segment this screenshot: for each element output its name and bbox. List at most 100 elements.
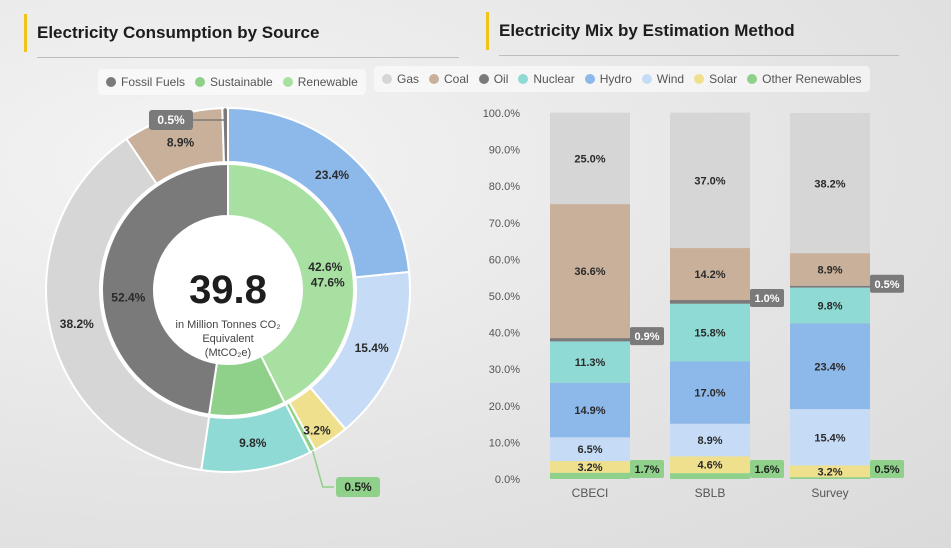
left-legend-label: Sustainable — [210, 75, 273, 89]
right-legend-swatch — [382, 74, 392, 84]
right-legend-swatch — [747, 74, 758, 84]
bar-segment-survey-nuclear — [790, 287, 870, 324]
center-value: 39.8 — [189, 268, 267, 312]
bar-segment-cbeci-nuclear — [550, 341, 630, 383]
bar-label-survey-hydro: 23.4% — [814, 361, 845, 373]
outer-label-other-renewables-badge — [336, 477, 380, 497]
donut-center — [155, 217, 301, 363]
bar-label-survey-oil: 0.5% — [874, 279, 899, 291]
bar-segment-sblb-oil — [670, 300, 750, 304]
bar-segment-cbeci-gas — [550, 112, 630, 205]
right-legend-label: Nuclear — [533, 72, 575, 86]
bar-label-sblb-other-renewables-badge — [750, 460, 784, 478]
bar-segment-cbeci-coal — [550, 204, 630, 339]
right-legend-swatch — [584, 74, 595, 84]
bar-label-cbeci-solar: 3.2% — [577, 462, 602, 474]
middle-slice-renewable — [227, 162, 355, 404]
bar-label-cbeci-coal: 36.6% — [574, 266, 605, 278]
y-tick-label: 60.0% — [489, 254, 520, 266]
bar-segment-survey-hydro — [790, 323, 870, 410]
middle-label-renewable: 42.6% — [308, 260, 342, 274]
bar-segment-cbeci-wind — [550, 437, 630, 462]
bar-label-sblb-hydro: 17.0% — [694, 388, 725, 400]
left-legend-label: Fossil Fuels — [121, 75, 186, 89]
bar-label-sblb-other-renewables: 1.6% — [754, 464, 779, 476]
outer-label-coal: 8.9% — [167, 135, 195, 149]
outer-slice-oil — [221, 106, 229, 164]
right-legend-label: Oil — [493, 72, 509, 86]
left-legend-swatch — [195, 77, 206, 87]
bar-segment-sblb-coal — [670, 248, 750, 301]
bar-label-cbeci-oil-badge — [630, 327, 664, 346]
bar-label-cbeci-nuclear: 11.3% — [575, 357, 606, 369]
left-legend-label: Renewable — [297, 75, 358, 89]
right-chart-title-text: Electricity Mix by Estimation Method — [499, 21, 795, 40]
bar-label-survey-oil-badge — [870, 274, 904, 293]
y-tick-label: 70.0% — [489, 218, 520, 230]
center-unit-line3: (MtCO₂e) — [205, 347, 251, 359]
right-legend-label: Other Renewables — [762, 72, 862, 86]
bar-segment-survey-gas — [790, 113, 870, 254]
left-chart-title: Electricity Consumption by Source — [24, 14, 459, 58]
bar-label-survey-other-renewables-badge — [870, 460, 904, 478]
right-legend-label: Hydro — [599, 72, 632, 86]
right-legend-label: Solar — [709, 72, 738, 86]
bar-label-survey-nuclear: 9.8% — [817, 301, 842, 313]
outer-label-other-renewables-leader — [312, 450, 334, 488]
bar-segment-survey-wind — [790, 409, 870, 466]
bar-label-sblb-gas: 37.0% — [694, 175, 725, 187]
right-legend-item-wind: Wind — [641, 72, 685, 86]
outer-label-hydro: 23.4% — [315, 168, 349, 182]
right-legend-item-hydro: Hydro — [584, 72, 632, 86]
left-legend-item-sustainable: Sustainable — [195, 75, 273, 89]
outer-label-wind: 15.4% — [355, 341, 389, 355]
donut-chart: 47.6% 52.4% 42.6% 23.4% 15.4% 3.2% 0.5% 9.8% 38.… — [45, 106, 411, 497]
right-legend-label: Gas — [397, 72, 420, 86]
right-legend-swatch — [478, 74, 489, 84]
bar-segment-cbeci-solar — [550, 461, 630, 473]
bar-segment-cbeci-other-renewables — [550, 472, 630, 479]
bar-label-cbeci-oil: 0.9% — [634, 331, 659, 343]
right-legend-label: Wind — [656, 72, 685, 86]
left-legend-swatch — [282, 77, 293, 87]
y-tick-label: 80.0% — [489, 181, 520, 193]
y-tick-label: 40.0% — [489, 328, 520, 340]
bar-segment-survey-coal — [790, 253, 870, 286]
y-tick-label: 10.0% — [489, 437, 520, 449]
bar-label-survey-wind: 15.4% — [814, 432, 845, 444]
bar-label-cbeci-wind: 6.5% — [577, 444, 602, 456]
bar-segment-survey-solar — [790, 465, 870, 478]
bar-segment-sblb-wind — [670, 423, 750, 457]
y-tick-label: 30.0% — [489, 364, 520, 376]
bar-segment-sblb-solar — [670, 456, 750, 474]
bar-segment-sblb-other-renewables — [670, 473, 750, 479]
right-title-rule — [499, 55, 899, 56]
center-unit-line2: Equivalent — [202, 333, 253, 345]
bar-segment-cbeci-oil — [550, 338, 630, 342]
bar-label-sblb-wind: 8.9% — [697, 435, 722, 447]
right-legend-item-other-renewables: Other Renewables — [747, 72, 862, 86]
bar-label-cbeci-hydro: 14.9% — [574, 405, 605, 417]
outer-label-solar: 3.2% — [303, 424, 331, 438]
bar-label-survey-coal: 8.9% — [817, 264, 842, 276]
right-legend-swatch — [429, 74, 440, 84]
right-legend-item-coal: Coal — [429, 72, 469, 86]
bar-label-survey-gas: 38.2% — [814, 178, 845, 190]
outer-label-oil: 0.5% — [157, 113, 185, 127]
bar-label-cbeci-gas: 25.0% — [574, 153, 605, 165]
inner-label-fossil-fuels: 47.6% — [311, 275, 345, 289]
outer-slice-gas — [45, 137, 211, 472]
left-legend: Fossil Fuels Sustainable Renewable — [98, 69, 366, 95]
outer-label-gas: 38.2% — [60, 317, 94, 331]
bar-label-sblb-coal: 14.2% — [694, 269, 725, 281]
x-category-label-sblb: SBLB — [695, 486, 726, 500]
outer-label-other-renewables: 0.5% — [344, 480, 372, 494]
right-legend-item-gas: Gas — [382, 72, 419, 86]
y-tick-label: 20.0% — [489, 401, 520, 413]
left-legend-swatch — [106, 77, 116, 87]
right-legend-item-solar: Solar — [694, 72, 737, 86]
bar-segment-sblb-hydro — [670, 361, 750, 424]
right-legend: Gas Coal Oil Nuclear Hydro Wind Solar Other Ren… — [374, 66, 870, 92]
bar-label-sblb-oil: 1.0% — [754, 293, 779, 305]
bar-segment-sblb-nuclear — [670, 303, 750, 362]
